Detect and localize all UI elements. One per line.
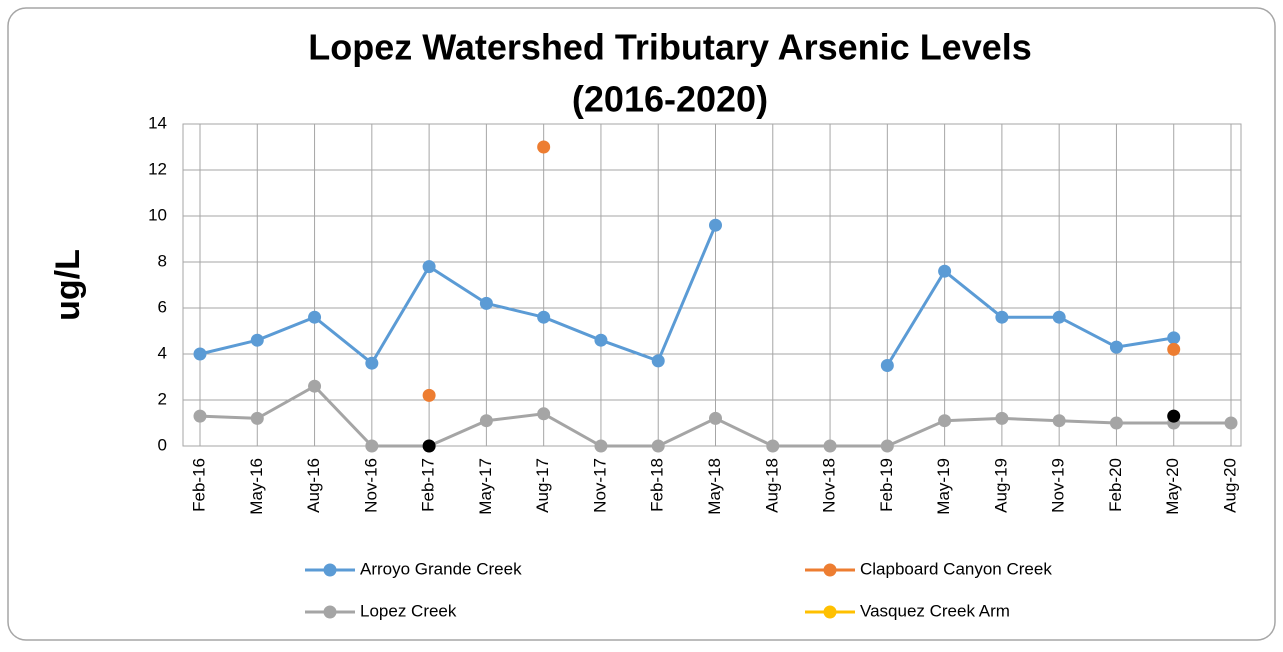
legend-label: Vasquez Creek Arm	[860, 601, 1010, 620]
data-point	[594, 333, 608, 347]
x-tick-label: Nov-17	[590, 458, 609, 513]
data-point	[1109, 416, 1123, 430]
x-tick-label: Feb-20	[1106, 458, 1125, 512]
x-tick-label: May-17	[476, 458, 495, 515]
y-tick-label: 4	[158, 343, 167, 362]
x-tick-label: Feb-18	[648, 458, 667, 512]
data-point	[1167, 331, 1181, 345]
data-point	[1167, 409, 1181, 423]
data-point	[766, 439, 780, 453]
data-point	[995, 310, 1009, 324]
data-point	[537, 140, 551, 154]
data-point	[880, 359, 894, 372]
data-point	[308, 310, 322, 324]
legend-label: Lopez Creek	[360, 601, 457, 620]
series-line	[886, 268, 1174, 367]
chart-title: (2016-2020)	[572, 79, 768, 120]
x-tick-label: Nov-16	[361, 458, 380, 513]
data-point	[880, 439, 894, 453]
y-tick-label: 0	[158, 435, 167, 454]
data-point	[193, 347, 207, 361]
data-point	[995, 411, 1009, 425]
legend-label: Arroyo Grande Creek	[360, 559, 522, 578]
y-tick-label: 12	[148, 159, 167, 178]
data-point	[250, 411, 264, 425]
x-tick-label: May-19	[934, 458, 953, 515]
x-tick-label: Aug-16	[304, 458, 323, 513]
data-point	[422, 388, 436, 402]
data-point	[938, 264, 952, 278]
y-tick-label: 10	[148, 205, 167, 224]
data-point	[537, 407, 551, 421]
data-point	[823, 439, 837, 453]
x-tick-label: Nov-18	[820, 458, 839, 513]
x-tick-label: Aug-20	[1220, 458, 1239, 513]
x-tick-label: Aug-19	[991, 458, 1010, 513]
x-tick-label: May-18	[705, 458, 724, 515]
chart-frame	[7, 7, 1276, 641]
data-point	[709, 218, 722, 232]
data-point	[422, 260, 436, 274]
y-axis-label: ug/L	[49, 249, 87, 321]
data-point	[308, 379, 322, 393]
data-point	[479, 414, 493, 428]
data-point	[1052, 414, 1066, 428]
data-point	[365, 356, 379, 370]
chart-title: Lopez Watershed Tributary Arsenic Levels	[308, 27, 1032, 68]
y-tick-label: 8	[158, 251, 167, 270]
data-point	[1052, 310, 1066, 324]
x-tick-label: Feb-17	[419, 458, 438, 512]
data-point	[537, 310, 551, 324]
data-point	[1167, 342, 1181, 356]
y-tick-label: 14	[148, 113, 167, 132]
data-point	[651, 439, 665, 453]
data-point	[1224, 416, 1238, 430]
legend-swatch	[323, 563, 337, 577]
y-tick-label: 6	[158, 297, 167, 316]
data-point	[651, 354, 665, 368]
data-point	[422, 439, 436, 453]
x-tick-label: May-16	[247, 458, 266, 515]
x-tick-label: May-20	[1163, 458, 1182, 515]
y-tick-label: 2	[158, 389, 167, 408]
legend-swatch	[823, 605, 837, 619]
data-point	[938, 414, 952, 428]
legend-swatch	[823, 563, 837, 577]
x-tick-label: Nov-19	[1049, 458, 1068, 513]
x-tick-label: Aug-18	[762, 458, 781, 513]
data-point	[479, 296, 493, 310]
data-point	[365, 439, 379, 453]
data-point	[709, 411, 722, 425]
x-tick-label: Aug-17	[533, 458, 552, 513]
legend-swatch	[323, 605, 337, 619]
data-point	[1109, 340, 1123, 354]
x-tick-label: Feb-19	[877, 458, 896, 512]
data-point	[193, 409, 207, 423]
data-point	[594, 439, 608, 453]
data-point	[250, 333, 264, 347]
x-tick-label: Feb-16	[189, 458, 208, 512]
legend-label: Clapboard Canyon Creek	[860, 559, 1052, 578]
series-line	[199, 224, 717, 366]
